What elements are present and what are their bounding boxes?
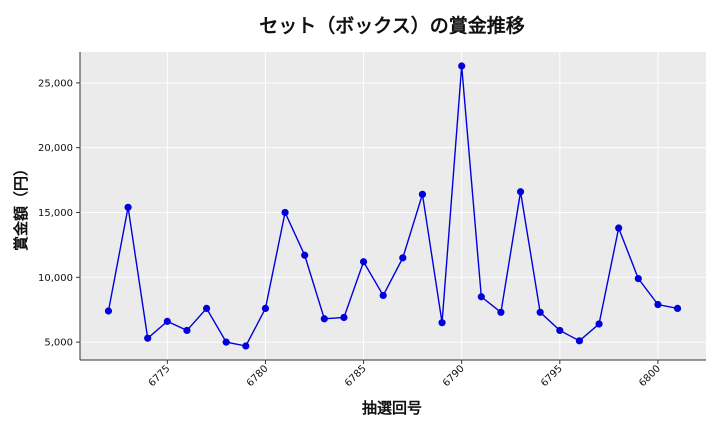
y-tick-label: 15,000 [38, 208, 73, 219]
y-tick-label: 20,000 [38, 143, 73, 154]
y-tick-label: 5,000 [44, 338, 73, 349]
data-point [556, 326, 564, 335]
data-point [575, 337, 584, 345]
y-axis-label: 賞金額（円） [12, 161, 30, 251]
data-point [379, 291, 387, 300]
data-point [222, 338, 230, 346]
data-point [183, 326, 191, 335]
data-point [673, 304, 682, 313]
y-tick-label: 25,000 [38, 78, 73, 89]
data-point [359, 258, 368, 266]
series-layer [104, 62, 682, 350]
series-line [107, 65, 678, 347]
plot-area [80, 52, 706, 360]
data-point [595, 320, 603, 328]
data-point [104, 307, 113, 315]
data-point [399, 254, 407, 262]
data-point [202, 304, 211, 313]
data-point [281, 208, 289, 217]
data-point [418, 190, 427, 198]
data-point [615, 224, 623, 232]
data-point [320, 315, 328, 323]
x-axis-label: 抽選回号 [362, 399, 422, 417]
data-point [261, 304, 270, 313]
data-point [301, 251, 309, 259]
data-point [144, 334, 152, 342]
data-point [242, 342, 250, 350]
data-point [634, 274, 642, 283]
data-point [340, 313, 348, 322]
x-tick-label: 6800 [637, 363, 663, 389]
data-point [654, 300, 662, 309]
x-tick-label: 6775 [147, 363, 173, 389]
data-point [438, 319, 446, 327]
data-point [516, 188, 525, 196]
data-point [124, 203, 132, 211]
data-point [497, 308, 505, 316]
grid-lines [80, 52, 706, 360]
data-point [477, 293, 485, 301]
chart-title: セット（ボックス）の賞金推移 [259, 14, 524, 37]
x-tick-label: 6795 [539, 363, 565, 389]
data-point [163, 317, 171, 325]
x-tick-label: 6785 [343, 363, 369, 389]
data-point [458, 62, 466, 70]
y-tick-label: 10,000 [38, 273, 73, 284]
data-point [536, 308, 544, 316]
x-tick-label: 6790 [441, 363, 467, 389]
x-tick-label: 6780 [245, 363, 271, 389]
